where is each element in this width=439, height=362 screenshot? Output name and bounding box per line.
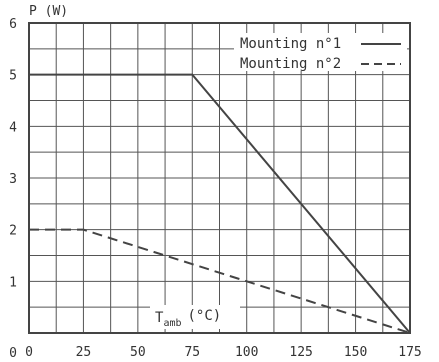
x-tick-label: 125 xyxy=(289,345,312,360)
tick-labels: 0 25 50 75 100 125 150 175 1 2 3 4 5 6 0 xyxy=(9,17,422,361)
y-tick-label: 1 xyxy=(9,275,17,290)
y-tick-label: 4 xyxy=(9,120,17,135)
x-tick-label: 150 xyxy=(344,345,367,360)
series-line-mounting-1 xyxy=(29,73,411,334)
series-lines xyxy=(29,73,411,334)
x-tick-label: 100 xyxy=(235,345,258,360)
y-tick-label: 5 xyxy=(9,69,17,84)
x-axis-label-bg xyxy=(150,305,240,329)
x-tick-label: 75 xyxy=(184,345,200,360)
svg-text:Tamb(°C): Tamb (°C) xyxy=(155,308,221,329)
y-tick-label: 6 xyxy=(9,17,17,32)
legend: Mounting n°1 Mounting n°2 xyxy=(234,33,407,72)
plot-frame xyxy=(28,22,411,334)
x-axis-label-sub: amb xyxy=(163,318,181,329)
legend-label-mounting-1: Mounting n°1 xyxy=(240,36,341,52)
y-axis-label: P (W) xyxy=(29,4,68,19)
x-tick-label: 50 xyxy=(130,345,146,360)
x-tick-label: 0 xyxy=(25,345,33,360)
legend-label-mounting-2: Mounting n°2 xyxy=(240,56,341,72)
x-tick-label: 25 xyxy=(76,345,92,360)
x-axis-label-unit: (°C) xyxy=(188,308,222,324)
y-tick-label-zero: 0 xyxy=(9,346,17,361)
series-line-mounting-2 xyxy=(29,228,411,334)
y-tick-label: 3 xyxy=(9,172,17,187)
x-tick-label: 175 xyxy=(398,345,421,360)
x-axis-label-main: T xyxy=(155,310,164,326)
y-tick-label: 2 xyxy=(9,224,17,239)
x-axis-label: Tamb (°C) xyxy=(150,305,240,329)
